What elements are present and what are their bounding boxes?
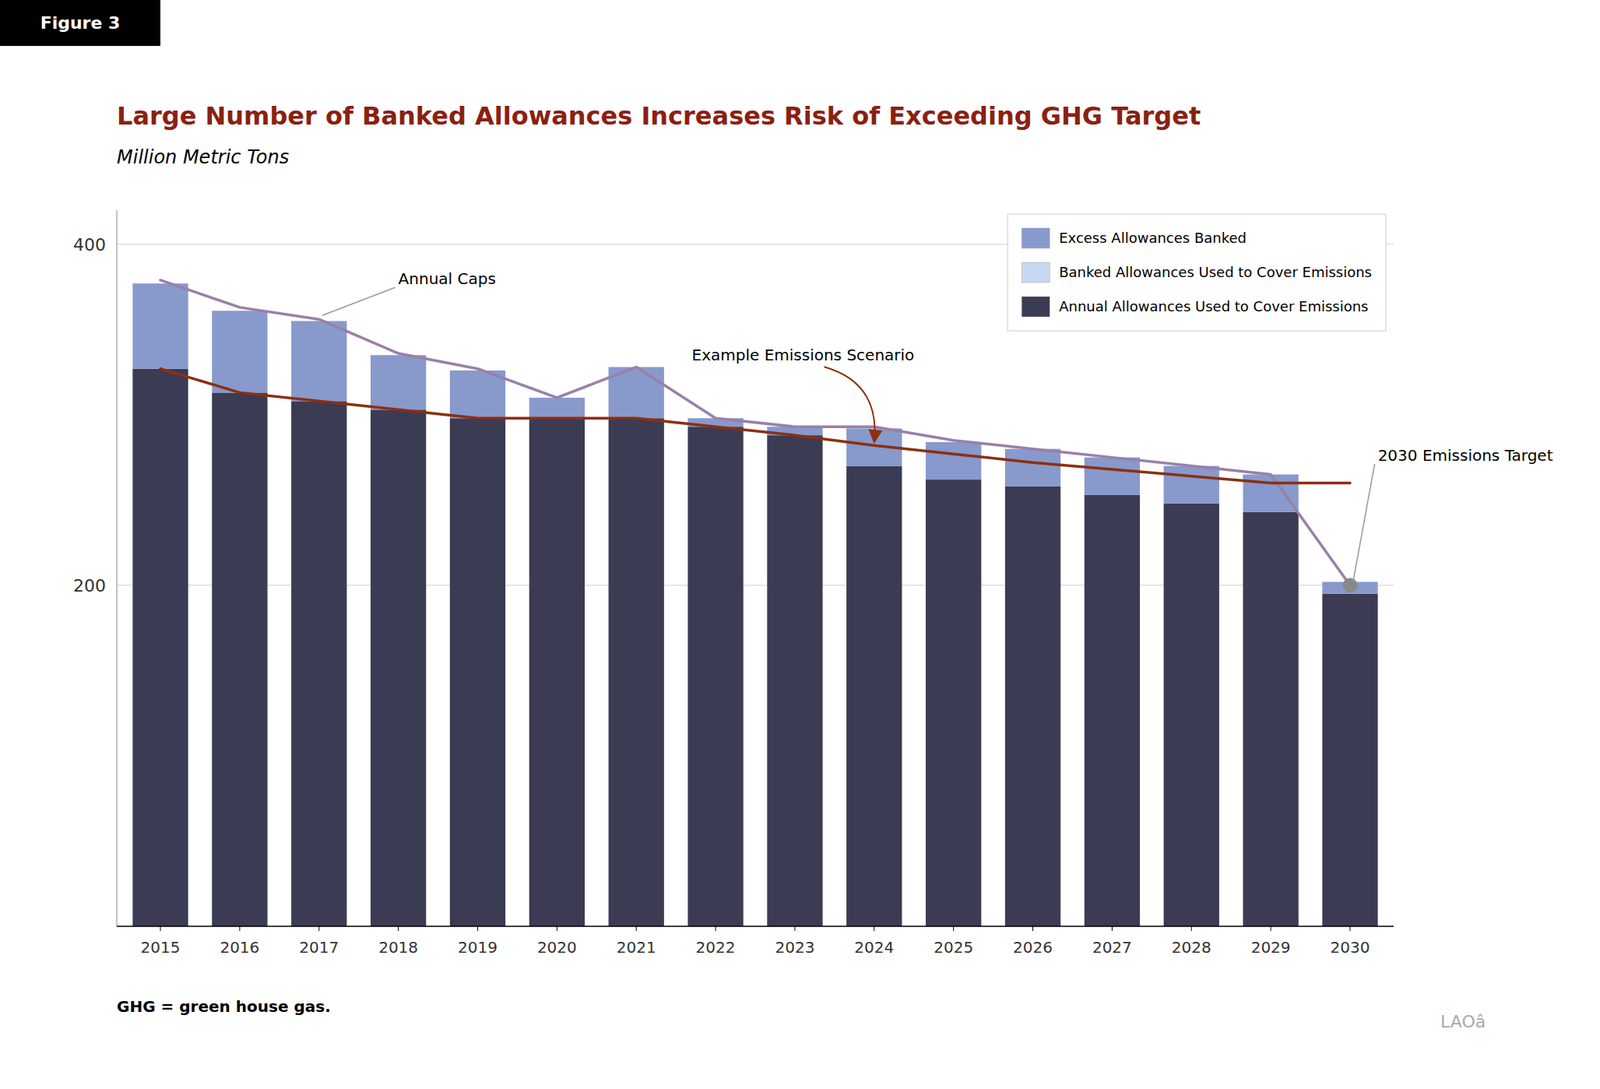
- bar: [608, 418, 665, 927]
- x-tick: [1191, 926, 1193, 932]
- annotation-arrow: [824, 366, 876, 443]
- subtitle: Million Metric Tons: [116, 146, 289, 169]
- y-tick-label: 200: [73, 576, 106, 596]
- bar: [766, 435, 823, 927]
- x-tick: [397, 926, 399, 932]
- x-tick: [556, 926, 558, 932]
- x-tick-label: 2016: [219, 938, 260, 957]
- target-dot: [1343, 578, 1358, 593]
- bar: [211, 310, 268, 393]
- bar: [846, 466, 902, 927]
- background: [0, 0, 1600, 1089]
- x-tick-label: 2022: [696, 938, 736, 957]
- y-axis-line: [116, 210, 118, 927]
- bar: [1005, 449, 1061, 487]
- x-tick-label: 2028: [1171, 938, 1212, 957]
- legend-swatch: [1021, 228, 1050, 249]
- x-tick-label: 2030: [1330, 938, 1371, 957]
- bar: [370, 355, 426, 410]
- bar: [211, 392, 268, 927]
- x-tick: [318, 926, 320, 932]
- x-tick-label: 2019: [457, 938, 498, 957]
- bar: [132, 283, 188, 370]
- line: [160, 369, 1351, 484]
- figure-label: Figure 3: [40, 13, 121, 33]
- y-tick-label: 400: [73, 235, 106, 255]
- bar: [1242, 512, 1298, 927]
- bar: [529, 418, 585, 927]
- legend-label: Excess Allowances Banked: [1058, 229, 1247, 247]
- annotation: Annual Caps: [398, 269, 496, 289]
- bar: [370, 409, 426, 927]
- chart: Figure 3 Large Number of Banked Allowance…: [0, 0, 1600, 1089]
- legend: Excess Allowances Banked Banked Allowance…: [1007, 214, 1386, 331]
- x-tick: [794, 926, 795, 932]
- bar: [1084, 457, 1140, 496]
- x-axis: 2015 2016 2017 2018 2019 2020 2021 2022 2023 2024…: [116, 926, 1394, 957]
- annotation-line: [322, 287, 396, 316]
- bar: [1322, 594, 1378, 927]
- bar: [687, 426, 743, 927]
- bar: [1163, 466, 1220, 504]
- x-tick: [636, 926, 637, 932]
- title: Large Number of Banked Allowances Increa…: [116, 101, 1201, 131]
- x-tick-label: 2025: [933, 938, 974, 957]
- x-tick: [477, 926, 479, 932]
- legend-swatch: [1021, 262, 1050, 283]
- bar: [529, 397, 585, 419]
- bar-series: [132, 369, 1378, 927]
- x-tick-label: 2024: [854, 938, 894, 957]
- bar: [132, 369, 188, 927]
- bar: [1163, 503, 1220, 927]
- x-tick: [160, 926, 162, 932]
- annotation: 2030 Emissions Target: [1378, 446, 1554, 465]
- x-tick: [1111, 926, 1113, 932]
- legend-box: [1007, 214, 1386, 331]
- annotation: Example Emissions Scenario: [692, 345, 915, 365]
- x-tick-label: 2020: [537, 938, 577, 957]
- bar: [291, 400, 347, 927]
- bar: [1005, 486, 1061, 927]
- x-tick-label: 2015: [140, 938, 181, 957]
- x-tick: [1270, 926, 1272, 932]
- x-tick-label: 2018: [378, 938, 419, 957]
- watermark: LAOâ: [1440, 1012, 1486, 1032]
- x-tick: [1349, 926, 1351, 932]
- x-tick-label: 2021: [616, 938, 657, 957]
- legend-label: Banked Allowances Used to Cover Emission…: [1058, 263, 1372, 281]
- x-tick: [952, 926, 954, 932]
- plot-area: [132, 280, 1378, 927]
- x-tick-label: 2017: [298, 938, 339, 957]
- bar: [450, 370, 506, 419]
- y-axis: 200 400: [73, 210, 1394, 927]
- footnote: GHG = green house gas.: [116, 997, 331, 1017]
- x-tick: [239, 926, 240, 932]
- annotation-line: [1353, 464, 1375, 582]
- bar: [1084, 495, 1140, 927]
- bar: [925, 442, 982, 480]
- x-tick-label: 2023: [774, 938, 815, 957]
- x-tick: [715, 926, 717, 932]
- bar: [291, 320, 347, 401]
- legend-label: Annual Allowances Used to Cover Emission…: [1058, 298, 1368, 315]
- x-axis-line: [116, 925, 1394, 928]
- x-tick: [1032, 926, 1034, 932]
- figure-label-box: [0, 0, 161, 46]
- x-tick: [873, 926, 875, 932]
- x-tick-label: 2029: [1251, 938, 1291, 957]
- bar: [925, 479, 982, 927]
- x-tick-label: 2027: [1092, 938, 1133, 957]
- x-tick-label: 2026: [1012, 938, 1053, 957]
- bar: [450, 418, 506, 927]
- legend-swatch: [1021, 296, 1050, 317]
